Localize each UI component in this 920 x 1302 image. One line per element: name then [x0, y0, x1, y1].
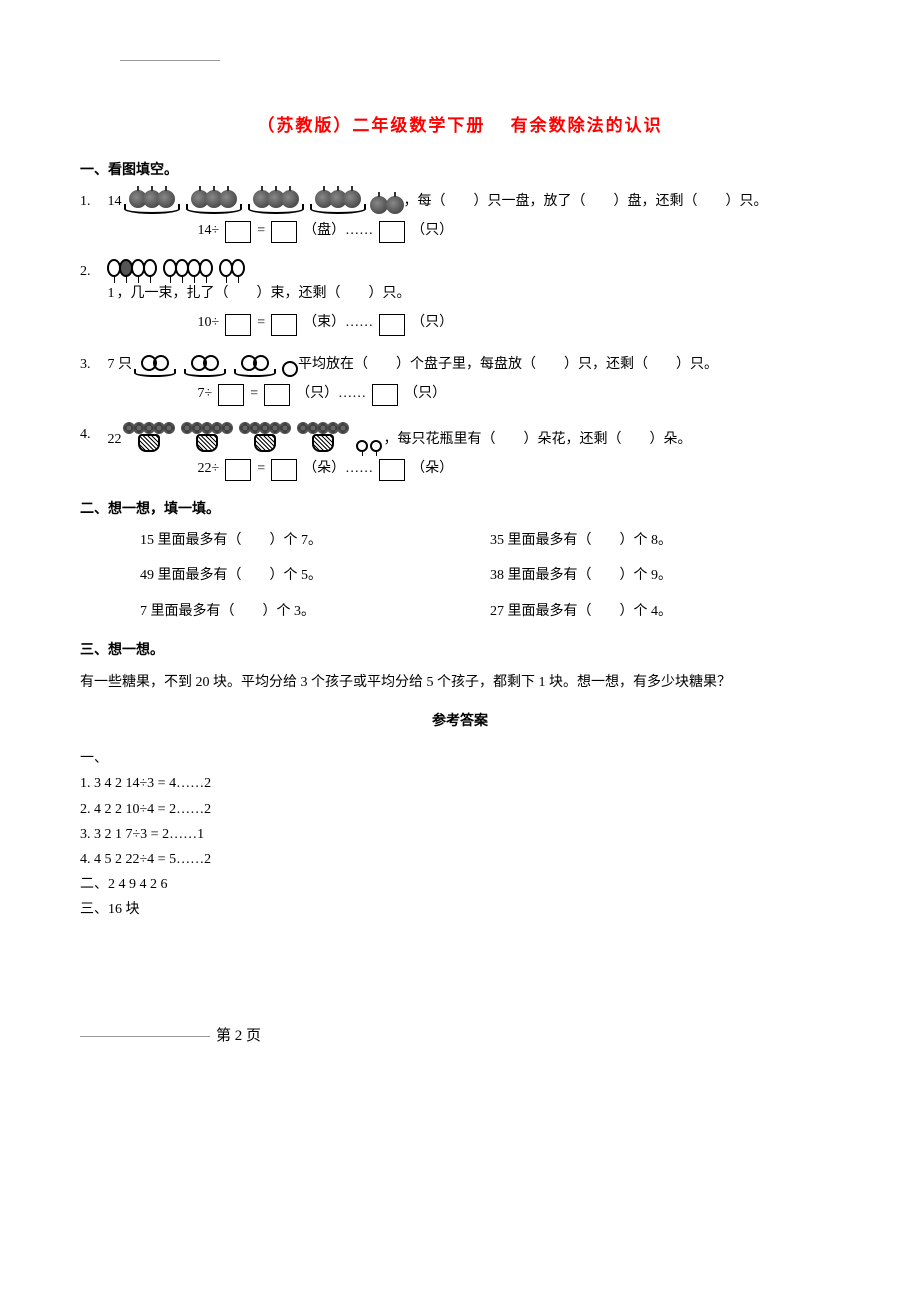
peach-plate [234, 355, 276, 377]
p1-equation: 14÷ = （盘）…… （只） [198, 218, 838, 243]
answer-box[interactable] [218, 384, 244, 406]
peach-plate [184, 355, 226, 377]
eq-left: 10÷ [198, 310, 220, 335]
fill-item: 7 里面最多有（ ）个 3。 [140, 599, 490, 624]
eq-unit: （只）…… [296, 381, 366, 406]
p3-text: 平均放在（ ）个盘子里，每盘放（ ）只，还剩（ ）只。 [298, 352, 718, 377]
apple-plate [124, 190, 180, 214]
problem-4: 4. 22 ，每只花瓶里有（ ）朵花，还剩（ ）朵。 [80, 422, 840, 481]
fill-item: 38 里面最多有（ ）个 9。 [490, 563, 840, 588]
section2-grid: 15 里面最多有（ ）个 7。 35 里面最多有（ ）个 8。 49 里面最多有… [140, 528, 840, 624]
p4-text: ，每只花瓶里有（ ）朵花，还剩（ ）朵。 [384, 427, 692, 452]
flower-vase [124, 422, 174, 452]
apple-plate [248, 190, 304, 214]
problem-num: 2. [80, 259, 104, 284]
flower-loose [370, 440, 382, 452]
flower-loose [356, 440, 368, 452]
apple-plate [310, 190, 366, 214]
answer-box[interactable] [271, 221, 297, 243]
peach-plate [134, 355, 176, 377]
p2-count: 1 [108, 281, 115, 306]
problem-2: 2. 1 ，几一束，扎了（ ）束，还剩（ ）只。 10÷ = （束）…… （只） [80, 259, 840, 335]
apple-loose [386, 196, 404, 214]
answer-box[interactable] [379, 221, 405, 243]
answer-line: 2. 4 2 2 10÷4 = 2……2 [80, 797, 840, 822]
answer-box[interactable] [225, 221, 251, 243]
fill-item: 35 里面最多有（ ）个 8。 [490, 528, 840, 553]
section1-heading: 一、看图填空。 [80, 158, 840, 183]
problem-1: 1. 14 ，每（ ）只一盘，放了（ ）盘，还剩（ ）只。 [80, 189, 840, 243]
answer-line: 3. 3 2 1 7÷3 = 2……1 [80, 822, 840, 847]
header-rule [120, 60, 220, 61]
answers-title: 参考答案 [80, 709, 840, 734]
eq-unit: （朵）…… [303, 456, 373, 481]
p1-text: ，每（ ）只一盘，放了（ ）盘，还剩（ ）只。 [404, 189, 768, 214]
eq-unit: （只） [411, 218, 453, 243]
problem-num: 3. [80, 352, 104, 377]
fill-item: 27 里面最多有（ ）个 4。 [490, 599, 840, 624]
problem-3: 3. 7 只 平均放在（ ）个盘子里，每盘放（ ）只，还剩（ ）只。 7÷ = [80, 352, 840, 406]
eq-unit: （只） [411, 310, 453, 335]
answer-line: 1. 3 4 2 14÷3 = 4……2 [80, 771, 840, 796]
section3-text: 有一些糖果，不到 20 块。平均分给 3 个孩子或平均分给 5 个孩子，都剩下 … [80, 669, 840, 697]
flower-vase [182, 422, 232, 452]
answer-line: 4. 4 5 2 22÷4 = 5……2 [80, 847, 840, 872]
flower-vase [298, 422, 348, 452]
eq-unit: （朵） [411, 456, 453, 481]
p3-count: 7 只 [108, 352, 133, 377]
problem-num: 4. [80, 422, 104, 447]
answer-box[interactable] [372, 384, 398, 406]
answer-box[interactable] [271, 314, 297, 336]
p3-equation: 7÷ = （只）…… （只） [198, 381, 838, 406]
apple-loose [370, 196, 388, 214]
balloon-bunch [220, 259, 244, 277]
answer-box[interactable] [379, 314, 405, 336]
p1-count: 14 [108, 189, 122, 214]
answer-box[interactable] [225, 314, 251, 336]
section3-heading: 三、想一想。 [80, 638, 840, 663]
page-number: 第 2 页 [216, 1028, 261, 1044]
eq-left: 14÷ [198, 218, 220, 243]
p2-equation: 10÷ = （束）…… （只） [198, 310, 838, 335]
answer-line: 二、2 4 9 4 2 6 [80, 872, 840, 897]
answers-block: 一、 1. 3 4 2 14÷3 = 4……2 2. 4 2 2 10÷4 = … [80, 746, 840, 922]
answer-line: 一、 [80, 746, 840, 771]
answer-box[interactable] [264, 384, 290, 406]
eq-left: 22÷ [198, 456, 220, 481]
page-footer: 第 2 页 [80, 1023, 840, 1050]
answer-box[interactable] [379, 459, 405, 481]
balloon-bunch [108, 259, 156, 277]
p4-equation: 22÷ = （朵）…… （朵） [198, 456, 838, 481]
eq-unit: （束）…… [303, 310, 373, 335]
balloon-bunch [164, 259, 212, 277]
answer-box[interactable] [225, 459, 251, 481]
fill-item: 49 里面最多有（ ）个 5。 [140, 563, 490, 588]
eq-unit: （盘）…… [303, 218, 373, 243]
answer-line: 三、16 块 [80, 897, 840, 922]
eq-unit: （只） [404, 381, 446, 406]
p4-count: 22 [108, 427, 122, 452]
apple-plate [186, 190, 242, 214]
p2-text: ，几一束，扎了（ ）束，还剩（ ）只。 [117, 281, 411, 306]
eq-left: 7÷ [198, 381, 213, 406]
fill-item: 15 里面最多有（ ）个 7。 [140, 528, 490, 553]
answer-box[interactable] [271, 459, 297, 481]
flower-vase [240, 422, 290, 452]
problem-num: 1. [80, 189, 104, 214]
page-title: （苏教版）二年级数学下册 有余数除法的认识 [80, 111, 840, 142]
section2-heading: 二、想一想，填一填。 [80, 497, 840, 522]
peach-loose [282, 361, 298, 377]
